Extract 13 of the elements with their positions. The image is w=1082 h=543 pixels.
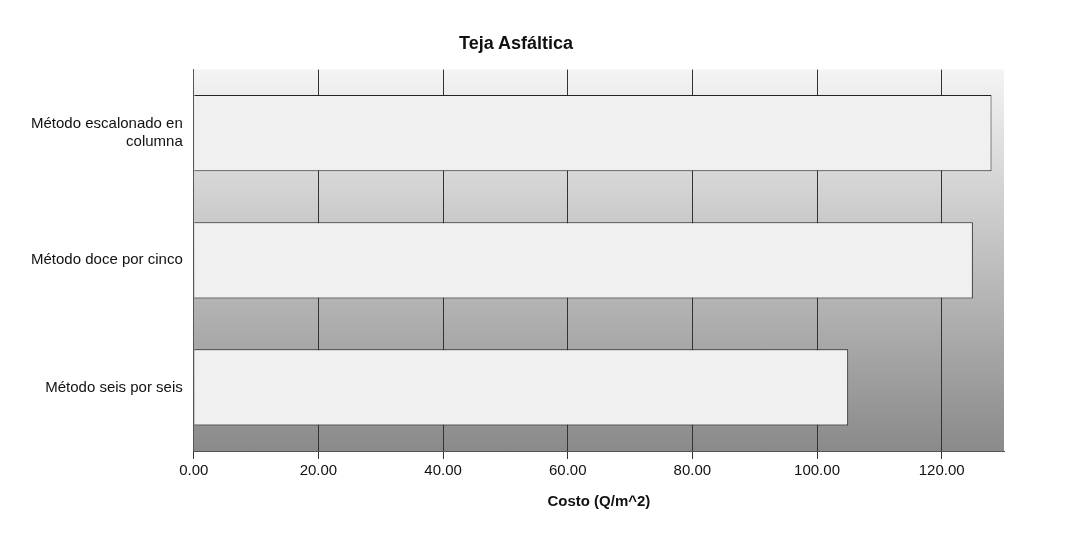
x-tick-label: 120.00 <box>918 461 965 479</box>
x-tick-label: 20.00 <box>299 461 338 479</box>
x-tick-label: 60.00 <box>548 461 587 479</box>
category-label: Método escalonado en <box>31 114 183 132</box>
x-tick-label: 40.00 <box>424 461 462 479</box>
category-label: columna <box>126 132 183 150</box>
chart-title: Teja Asfáltica <box>458 32 575 53</box>
x-tick-label: 0.00 <box>179 461 209 479</box>
x-tick-label: 80.00 <box>673 461 712 479</box>
x-axis-title: Costo (Q/m^2) <box>547 492 651 510</box>
y-tick-label: Método doce por cinco <box>31 250 183 268</box>
x-tick-label: 100.00 <box>794 461 840 479</box>
y-tick-label: Método seis por seis <box>45 377 183 395</box>
